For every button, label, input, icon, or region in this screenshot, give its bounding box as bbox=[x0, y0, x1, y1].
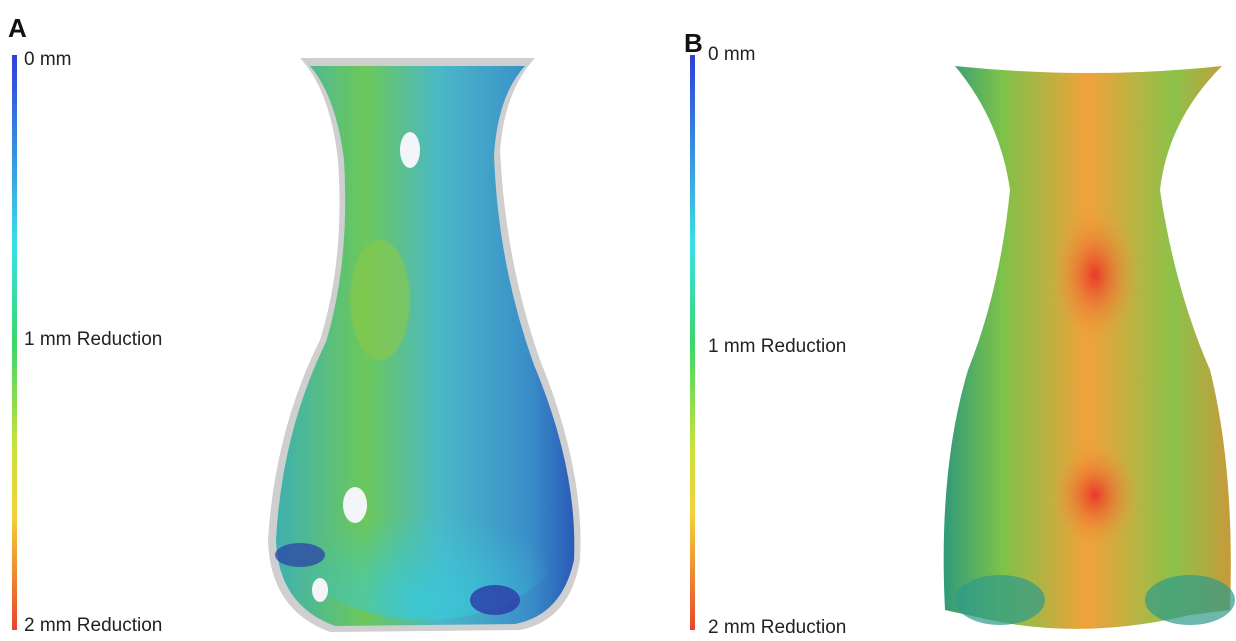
scale-label: 1 mm Reduction bbox=[24, 329, 162, 350]
color-scale bbox=[690, 55, 695, 630]
scale-label: 2 mm Reduction bbox=[708, 617, 846, 638]
scale-label: 0 mm bbox=[24, 49, 72, 70]
nose-heatmap bbox=[944, 66, 1235, 629]
nose-heatmap bbox=[268, 58, 581, 632]
scale-label: 1 mm Reduction bbox=[708, 336, 846, 357]
panel-label: B bbox=[684, 28, 703, 58]
scale-label: 2 mm Reduction bbox=[24, 615, 162, 636]
figure: A 0 mm 1 mm Reduction 2 mm Reduction B 0… bbox=[0, 0, 1236, 641]
scale-label: 0 mm bbox=[708, 44, 756, 65]
color-scale bbox=[12, 55, 17, 630]
panel-label: A bbox=[8, 13, 27, 43]
